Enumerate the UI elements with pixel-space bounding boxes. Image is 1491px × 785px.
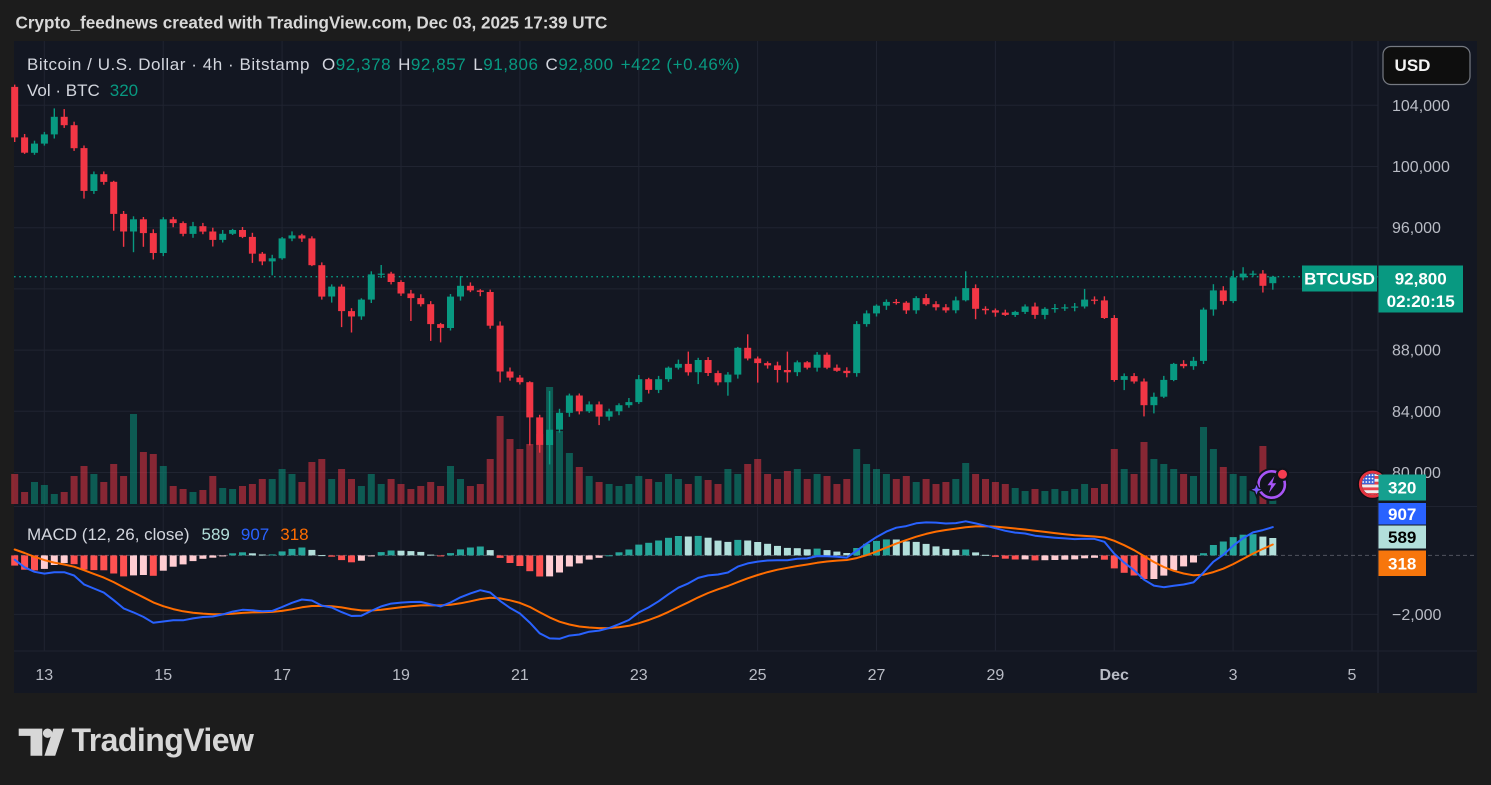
svg-text:5: 5 [1348,667,1357,684]
svg-text:318: 318 [1388,554,1416,573]
svg-text:19: 19 [392,667,410,684]
svg-text:BTCUSD: BTCUSD [1304,270,1375,289]
svg-text:96,000: 96,000 [1392,220,1441,237]
svg-text:84,000: 84,000 [1392,404,1441,421]
svg-text:−2,000: −2,000 [1392,607,1441,624]
svg-text:21: 21 [511,667,529,684]
svg-text:88,000: 88,000 [1392,343,1441,360]
svg-text:907: 907 [1388,505,1416,524]
svg-text:25: 25 [749,667,767,684]
svg-text:TradingView: TradingView [72,722,255,758]
svg-text:29: 29 [987,667,1005,684]
svg-text:104,000: 104,000 [1392,98,1450,115]
svg-text:Dec: Dec [1100,667,1129,684]
svg-text:USD: USD [1395,56,1431,75]
svg-text:13: 13 [35,667,53,684]
svg-text:100,000: 100,000 [1392,159,1450,176]
svg-text:02:20:15: 02:20:15 [1387,292,1455,311]
svg-text:320: 320 [1388,479,1416,498]
svg-text:Bitcoin / U.S. Dollar · 4h · B: Bitcoin / U.S. Dollar · 4h · Bitstamp O92… [27,55,740,74]
svg-text:15: 15 [154,667,172,684]
svg-text:17: 17 [273,667,291,684]
svg-text:27: 27 [868,667,886,684]
svg-text:589: 589 [1388,528,1416,547]
svg-text:Crypto_feednews created with T: Crypto_feednews created with TradingView… [16,14,608,33]
svg-text:23: 23 [630,667,648,684]
svg-text:3: 3 [1229,667,1238,684]
svg-text:92,800: 92,800 [1395,270,1447,289]
